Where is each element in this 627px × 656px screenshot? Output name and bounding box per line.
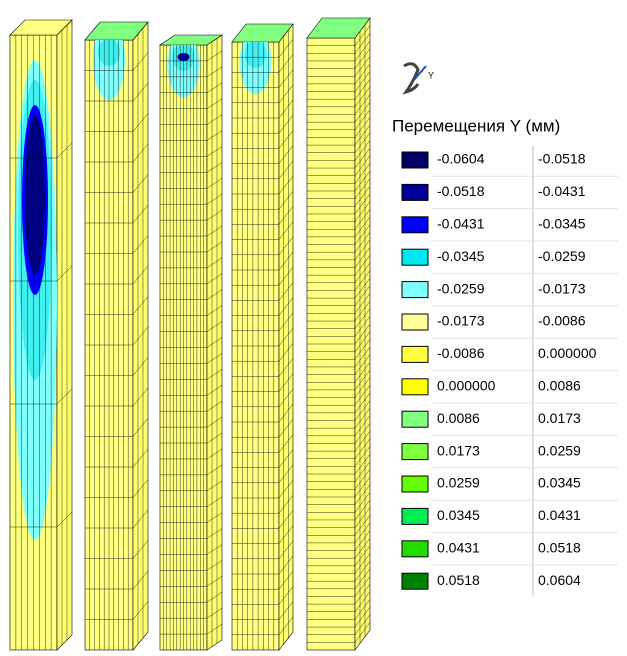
range-to: 0.0259 <box>538 442 581 458</box>
column <box>85 20 148 650</box>
legend: -0.0604 -0.0518 -0.0518 -0.0431 -0.0431 -0.03… <box>402 146 618 595</box>
color-swatch <box>402 508 428 524</box>
range-from: 0.0086 <box>437 410 480 426</box>
color-swatch <box>402 379 428 395</box>
range-to: -0.0086 <box>538 313 586 329</box>
color-swatch <box>402 249 428 265</box>
range-from: 0.0173 <box>437 442 480 458</box>
range-from: -0.0086 <box>437 345 485 361</box>
range-from: -0.0518 <box>437 183 485 199</box>
model-view <box>10 18 370 650</box>
range-from: -0.0431 <box>437 216 485 232</box>
column <box>232 24 293 650</box>
side-face <box>57 20 72 650</box>
color-swatch <box>402 411 428 427</box>
range-from: -0.0345 <box>437 248 485 264</box>
range-from: 0.0259 <box>437 475 480 491</box>
range-to: -0.0431 <box>538 183 586 199</box>
range-to: 0.0604 <box>538 572 581 588</box>
range-to: 0.0431 <box>538 507 581 523</box>
color-swatch <box>402 217 428 233</box>
range-from: 0.0345 <box>437 507 480 523</box>
range-from: 0.0518 <box>437 572 480 588</box>
range-to: -0.0259 <box>538 248 586 264</box>
range-to: -0.0173 <box>538 280 586 296</box>
color-swatch <box>402 541 428 557</box>
color-swatch <box>402 184 428 200</box>
color-swatch <box>402 314 428 330</box>
column <box>307 18 370 650</box>
range-to: 0.0173 <box>538 410 581 426</box>
color-swatch <box>402 573 428 589</box>
color-swatch <box>402 346 428 362</box>
legend-title: Перемещения Y (мм) <box>392 116 560 135</box>
column <box>10 20 72 650</box>
color-swatch <box>402 152 428 168</box>
range-to: 0.0345 <box>538 475 581 491</box>
icon: Y <box>404 64 434 92</box>
range-from: 0.000000 <box>437 378 496 394</box>
color-swatch <box>402 444 428 460</box>
range-from: 0.0431 <box>437 540 480 556</box>
column <box>160 33 222 650</box>
color-swatch <box>402 282 428 298</box>
range-to: 0.0518 <box>538 540 581 556</box>
color-swatch <box>402 476 428 492</box>
range-to: 0.000000 <box>538 345 597 361</box>
range-from: -0.0604 <box>437 151 485 167</box>
range-to: 0.0086 <box>538 378 581 394</box>
svg-text:Y: Y <box>428 70 434 80</box>
contour-band <box>25 115 45 275</box>
range-from: -0.0259 <box>437 280 485 296</box>
screen: Y Перемещения Y (мм) -0.0604 -0.0518 -0.05… <box>0 0 627 656</box>
range-from: -0.0173 <box>437 313 485 329</box>
range-to: -0.0518 <box>538 151 586 167</box>
range-to: -0.0345 <box>538 216 586 232</box>
contour <box>13 60 57 540</box>
